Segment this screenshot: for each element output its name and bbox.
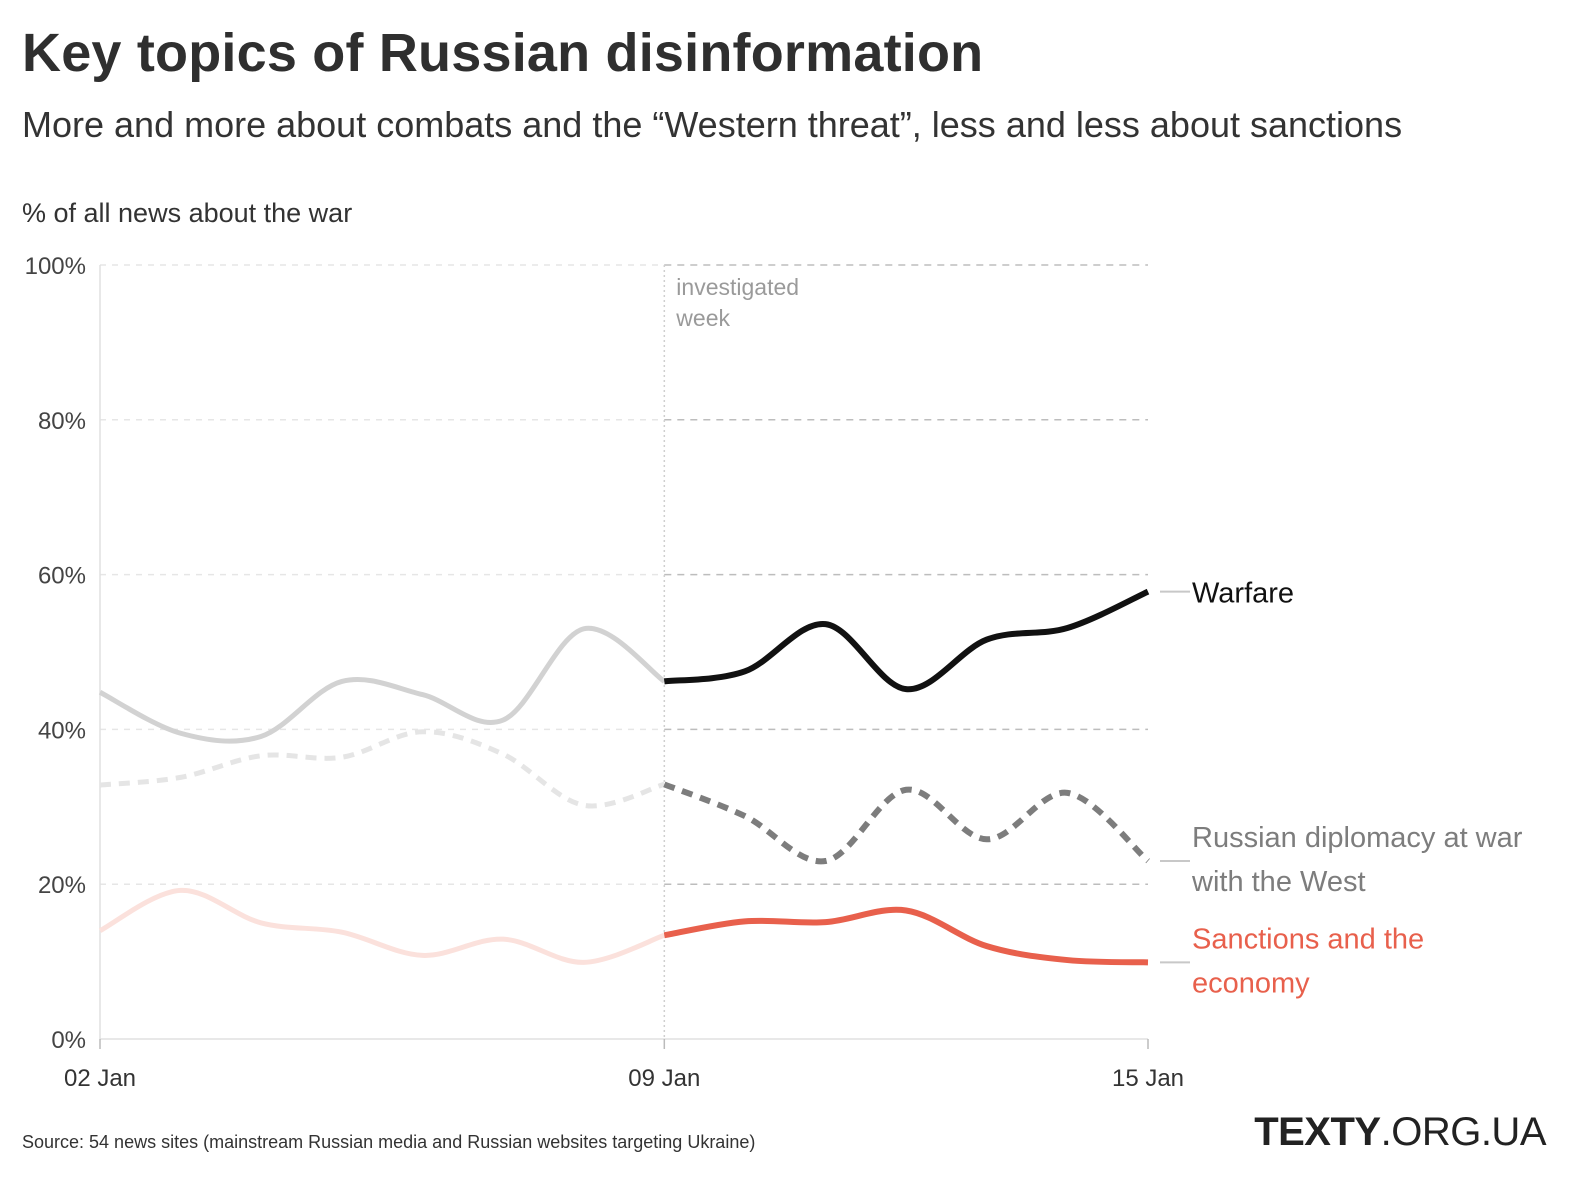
series-line <box>663 906 1149 966</box>
chart-title: Key topics of Russian disinformation <box>22 23 984 83</box>
chart-subtitle: More and more about combats and the “Wes… <box>22 104 1403 145</box>
grid-layer <box>100 264 1148 885</box>
series-label-line: with the West <box>1191 866 1366 898</box>
y-tick-label: 60% <box>38 563 86 590</box>
series-label-line: Russian diplomacy at war <box>1192 822 1523 854</box>
series-label: Warfare <box>1192 578 1294 610</box>
brand-bold: TEXTY <box>1254 1110 1381 1154</box>
y-tick-label: 0% <box>51 1027 86 1054</box>
x-tick-label: 02 Jan <box>64 1065 136 1092</box>
annotation-week: week <box>675 305 730 331</box>
series-label-line: Sanctions and the <box>1192 923 1424 955</box>
y-tick-label: 20% <box>38 872 86 899</box>
series-layer <box>98 588 1151 966</box>
series-label-line: Warfare <box>1192 578 1294 610</box>
series-label: Sanctions and the economy <box>1192 923 1424 999</box>
x-tick-label: 15 Jan <box>1112 1065 1184 1092</box>
annotation-investigated: investigated <box>676 274 799 300</box>
y-axis-label: % of all news about the war <box>22 198 353 228</box>
series-line <box>663 781 1151 865</box>
source-note: Source: 54 news sites (mainstream Russia… <box>22 1132 756 1152</box>
x-tick-label: 09 Jan <box>628 1065 700 1092</box>
series-line-faded <box>98 625 666 744</box>
brand-logo: TEXTY.ORG.UA <box>1254 1110 1546 1155</box>
series-label: Russian diplomacy at war with the West <box>1191 822 1523 898</box>
y-tick-label: 80% <box>38 408 86 435</box>
y-tick-label: 100% <box>25 253 86 280</box>
series-line-faded <box>99 729 666 809</box>
y-tick-label: 40% <box>38 717 86 744</box>
series-line-faded <box>98 887 666 965</box>
series-line <box>663 588 1150 693</box>
axis-layer: 0% 20% 40% 60% 80% 100% 02 Jan 09 Jan 15 Jan <box>25 253 1184 1092</box>
brand-rest: .ORG.UA <box>1380 1110 1547 1154</box>
label-layer: investigated week Warfare Russian diplomacy… <box>675 274 1522 999</box>
series-label-line: economy <box>1192 967 1310 999</box>
